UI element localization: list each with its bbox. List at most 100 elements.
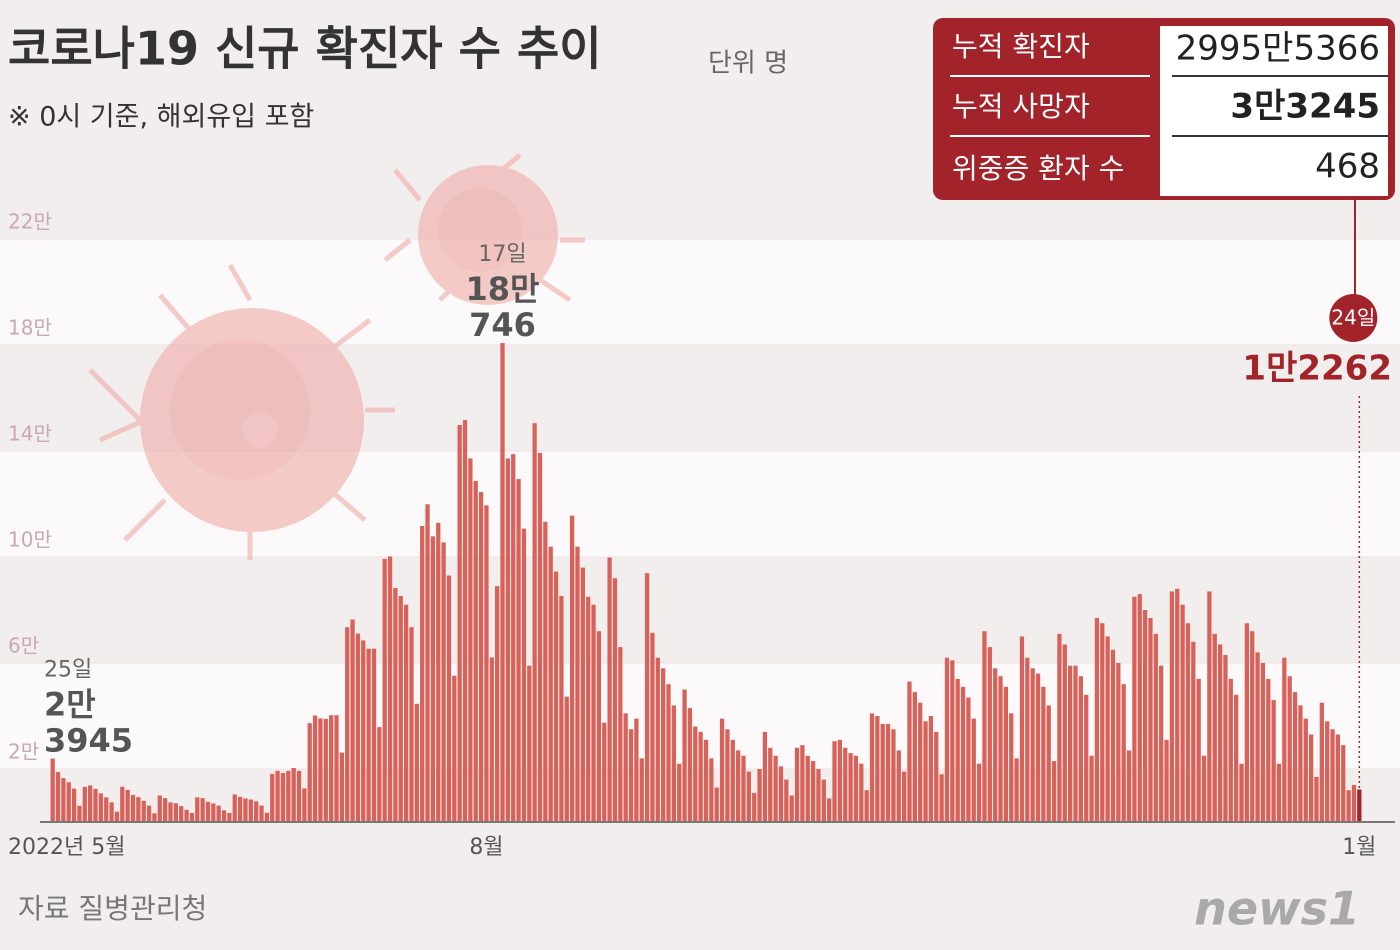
bar	[446, 575, 452, 822]
bar	[773, 755, 778, 822]
bar	[441, 542, 446, 822]
bar	[1094, 617, 1100, 822]
bar	[270, 774, 275, 822]
bar	[1212, 633, 1217, 822]
bar	[243, 798, 248, 822]
summary-value: 2995만5366	[1176, 29, 1380, 69]
y-tick-label: 22만	[8, 210, 52, 234]
bar	[939, 774, 944, 822]
bar	[1255, 652, 1260, 822]
date-badge	[1329, 294, 1378, 342]
bar	[805, 755, 810, 822]
bar	[339, 752, 344, 822]
bar	[655, 657, 660, 822]
bar	[891, 729, 896, 822]
bar	[162, 798, 168, 822]
bar	[420, 525, 425, 822]
bar	[993, 668, 998, 822]
bar	[896, 750, 901, 822]
bar	[216, 805, 221, 822]
bar	[1089, 755, 1094, 822]
bar	[489, 657, 494, 822]
bar	[436, 522, 441, 822]
bar	[918, 702, 923, 822]
bar	[816, 769, 821, 822]
bar	[661, 668, 666, 822]
bar	[1159, 665, 1164, 822]
bar	[146, 805, 152, 822]
bar	[478, 492, 484, 822]
bar	[548, 546, 553, 822]
bar	[730, 739, 735, 822]
bar	[1003, 686, 1009, 822]
bar	[318, 718, 323, 822]
summary-label: 누적 사망자	[952, 90, 1090, 123]
bar	[741, 755, 746, 822]
bar	[746, 771, 751, 822]
bar	[516, 479, 521, 822]
bar	[1110, 649, 1116, 822]
bar	[302, 788, 307, 822]
bar	[1207, 591, 1212, 822]
bar	[709, 758, 714, 822]
bar	[612, 578, 618, 822]
bar	[1142, 610, 1148, 822]
bar	[55, 772, 61, 822]
bar	[179, 806, 184, 822]
bar	[950, 660, 955, 822]
bar	[414, 703, 419, 822]
bar	[703, 739, 709, 822]
bar	[1041, 686, 1046, 822]
bar	[312, 715, 318, 822]
bar	[923, 721, 928, 822]
summary-label: 위중증 환자 수	[952, 152, 1124, 185]
bar	[462, 419, 468, 822]
bar	[1062, 644, 1067, 822]
bar	[1100, 623, 1105, 822]
bar	[1287, 676, 1292, 822]
bar	[227, 812, 232, 822]
bar	[104, 797, 109, 822]
date-label: 17일	[478, 242, 526, 267]
bar	[1271, 700, 1276, 822]
bar	[141, 800, 146, 822]
bar	[725, 729, 730, 822]
bar	[1282, 657, 1287, 822]
bar	[184, 809, 189, 822]
y-tick-label: 18만	[8, 316, 52, 340]
bar	[1201, 755, 1207, 822]
bar	[1084, 694, 1089, 822]
bar	[907, 681, 912, 822]
value-label: 3945	[44, 722, 133, 760]
summary-label: 누적 확진자	[952, 30, 1090, 63]
bar	[254, 801, 259, 822]
bar	[393, 588, 398, 822]
summary-value: 468	[1315, 147, 1380, 187]
bar	[944, 657, 950, 822]
bar	[1073, 665, 1078, 822]
bar	[1250, 631, 1255, 822]
bar	[596, 631, 602, 822]
bar	[66, 782, 71, 822]
bar	[1244, 623, 1250, 822]
bar	[157, 795, 162, 822]
bar	[221, 810, 227, 822]
bar	[1009, 713, 1014, 822]
bar	[960, 686, 966, 822]
bar	[291, 767, 296, 822]
bar	[355, 633, 361, 822]
bar	[607, 557, 612, 822]
bar	[714, 787, 719, 822]
bar	[1292, 692, 1298, 822]
bar	[719, 718, 725, 822]
bar	[377, 727, 382, 822]
bar	[398, 595, 403, 822]
bar	[98, 793, 104, 822]
bar	[71, 788, 77, 822]
bar	[1078, 676, 1083, 822]
logo: news1	[1194, 882, 1360, 936]
bar	[371, 648, 377, 822]
bar	[757, 769, 762, 822]
bar	[843, 747, 848, 822]
